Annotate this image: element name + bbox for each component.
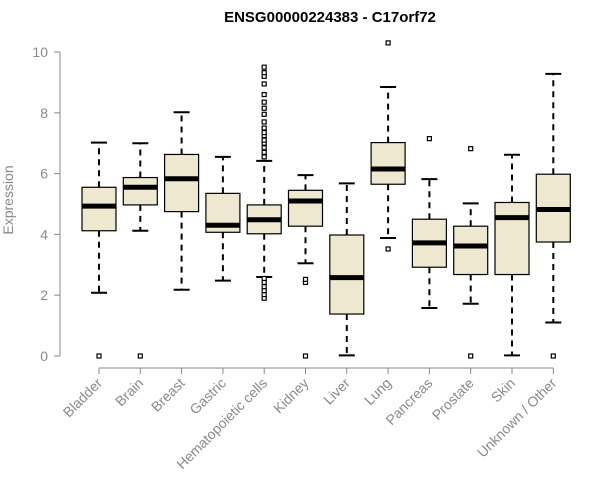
outlier-point	[261, 119, 267, 125]
box-group	[81, 141, 117, 359]
outlier-point	[261, 154, 267, 160]
outlier-point	[261, 145, 267, 151]
outlier-point	[302, 353, 309, 359]
box-iqr	[287, 189, 324, 227]
y-tick-label: 4	[40, 226, 48, 242]
x-tick-label: Brain	[112, 375, 146, 409]
box-group	[535, 72, 571, 359]
outlier-point	[96, 353, 102, 359]
outlier-point	[261, 125, 267, 131]
y-tick-label: 8	[40, 105, 48, 121]
plot-area	[81, 40, 571, 359]
outlier-point	[261, 284, 267, 290]
box-iqr	[370, 141, 406, 185]
outlier-point	[468, 146, 474, 152]
box-group	[329, 182, 365, 357]
x-tick-label: Breast	[148, 375, 188, 415]
box-group	[287, 174, 324, 359]
box-iqr	[164, 153, 200, 213]
box-group	[453, 146, 489, 359]
outlier-point	[261, 64, 267, 70]
box-group	[494, 153, 530, 357]
outlier-point	[261, 149, 267, 155]
y-tick-label: 10	[32, 44, 48, 60]
box-group	[205, 155, 241, 282]
y-tick-label: 0	[40, 348, 48, 364]
x-tick-label: Skin	[488, 375, 519, 406]
outlier-point	[385, 40, 391, 46]
box-iqr	[494, 201, 530, 276]
x-tick-label: Lung	[361, 375, 394, 408]
box-group	[370, 40, 406, 252]
outlier-point	[261, 99, 267, 105]
outlier-point	[468, 353, 474, 359]
x-tick-label: Liver	[320, 375, 353, 408]
outlier-point	[261, 81, 267, 87]
x-tick-label: Bladder	[60, 375, 106, 421]
outlier-point	[550, 353, 556, 359]
outlier-point	[261, 137, 267, 143]
outlier-point	[385, 246, 391, 252]
outlier-point	[261, 275, 267, 282]
box-group	[411, 136, 447, 309]
x-tick-label: Prostate	[429, 375, 477, 423]
box-iqr	[453, 225, 489, 276]
outlier-point	[261, 111, 267, 117]
x-tick-label: Kidney	[270, 375, 312, 417]
box-group	[246, 64, 282, 301]
box-iqr	[122, 176, 158, 206]
outlier-point	[137, 353, 143, 359]
y-tick-label: 6	[40, 166, 48, 182]
y-tick-label: 2	[40, 287, 48, 303]
box-group	[122, 142, 158, 359]
outlier-point	[302, 276, 309, 282]
box-group	[164, 111, 200, 291]
y-axis: 0 2 4 6 8 10	[32, 44, 61, 364]
outlier-point	[261, 91, 267, 98]
box-iqr	[81, 186, 117, 232]
outlier-point	[261, 70, 267, 76]
y-axis-label: Expression	[0, 165, 16, 234]
outlier-point	[261, 105, 267, 111]
outlier-point	[261, 129, 267, 136]
outlier-point	[426, 136, 432, 142]
box-iqr	[329, 234, 365, 315]
chart-title: ENSG00000224383 - C17orf72	[224, 9, 436, 26]
